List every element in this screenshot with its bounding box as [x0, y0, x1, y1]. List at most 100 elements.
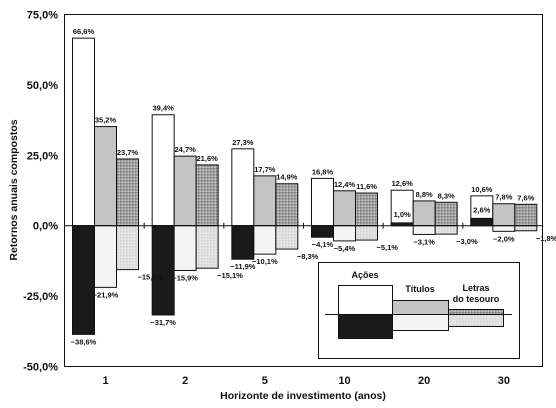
data-label-acoes-min: −11,9% — [230, 262, 256, 271]
data-label-acoes-max: 12,6% — [392, 179, 414, 188]
legend-acoes-max-swatch — [338, 285, 393, 315]
bar-titulos-max — [253, 175, 277, 227]
data-label-letras-max: 14,9% — [276, 173, 298, 182]
bar-titulos-min — [412, 225, 436, 235]
bar-letras-min — [514, 225, 538, 232]
bar-titulos-min — [173, 225, 197, 271]
data-label-titulos-max: 12,4% — [334, 180, 356, 189]
data-label-letras-max: 7,6% — [517, 193, 534, 202]
y-tick-label: 50,0% — [27, 80, 58, 92]
data-labels-layer: 66,6% −38,6% 35,2% −21,9% 23,7% −15,6% 39,4% −3… — [71, 27, 556, 346]
data-label-acoes-min: −4,1% — [312, 240, 334, 249]
y-tick-label: -50,0% — [23, 362, 58, 374]
legend-label-letras-line1: Letras — [462, 283, 489, 293]
data-label-titulos-min: −15,9% — [172, 273, 198, 282]
x-tick-label: 5 — [262, 375, 268, 387]
y-tick-label: 75,0% — [27, 10, 58, 22]
data-label-titulos-max: 35,2% — [95, 116, 117, 125]
bar-letras-min — [116, 225, 139, 271]
y-tick-label: -25,0% — [23, 291, 58, 303]
x-tick-label: 2 — [182, 375, 188, 387]
data-label-letras-min: −5,1% — [377, 243, 399, 252]
data-label-titulos-max: 7,8% — [495, 193, 512, 202]
data-label-letras-min: −15,6% — [138, 273, 164, 282]
data-label-titulos-max: 8,8% — [416, 190, 433, 199]
bar-acoes-min — [72, 225, 95, 335]
zero-line-layer — [64, 222, 543, 229]
legend-label-letras-line2: do tesouro — [453, 294, 500, 304]
data-label-acoes-min: 2,6% — [473, 205, 490, 214]
data-label-letras-max: 21,6% — [197, 154, 219, 163]
x-ticks-layer: 1 2 5 10 20 30 — [102, 375, 510, 387]
data-label-titulos-min: −5,4% — [334, 244, 356, 253]
y-axis-title: Retornos anuais compostos — [8, 119, 20, 260]
data-label-acoes-min: 1,0% — [394, 210, 411, 219]
data-label-titulos-min: −21,9% — [93, 290, 119, 299]
plot-frame — [64, 14, 543, 367]
x-tick-label: 1 — [102, 375, 108, 387]
legend-acoes-min-swatch — [338, 314, 393, 339]
bar-letras-max — [195, 164, 219, 227]
legend-letras-min-swatch — [448, 314, 504, 327]
bar-letras-max — [116, 158, 139, 227]
bar-titulos-max — [412, 200, 436, 227]
bar-acoes-max — [231, 148, 255, 227]
y-ticks-layer: 75,0% 50,0% 25,0% 0,0% -25,0% -50,0% — [23, 10, 58, 374]
bar-titulos-max — [94, 126, 117, 227]
data-label-acoes-max: 10,6% — [471, 185, 493, 194]
legend-label-titulos: Títulos — [405, 284, 435, 294]
bar-titulos-max — [492, 203, 516, 227]
data-label-titulos-max: 24,7% — [175, 145, 197, 154]
x-axis-title: Horizonte de investimento (anos) — [220, 390, 386, 402]
data-label-letras-max: 23,7% — [117, 148, 139, 157]
data-label-letras-min: −3,0% — [456, 237, 478, 246]
bar-letras-min — [195, 225, 219, 269]
data-label-letras-min: −15,1% — [217, 271, 243, 280]
y-tick-label: 25,0% — [27, 150, 58, 162]
bar-acoes-max — [390, 189, 414, 227]
data-label-letras-max: 8,3% — [438, 191, 455, 200]
data-label-titulos-min: −3,1% — [413, 237, 435, 246]
bars-layer — [72, 37, 538, 335]
bar-acoes-min — [311, 225, 334, 238]
bar-letras-max — [355, 192, 378, 227]
legend-titulos-max-swatch — [392, 300, 449, 315]
data-label-acoes-min: −31,7% — [150, 318, 176, 327]
bar-titulos-max — [333, 190, 356, 227]
data-label-titulos-min: −10,1% — [252, 257, 278, 266]
bar-letras-max — [434, 201, 458, 227]
data-label-titulos-min: −2,0% — [493, 234, 515, 243]
legend-letras-max-swatch — [448, 309, 504, 315]
bar-acoes-min — [151, 225, 175, 316]
bar-titulos-min — [94, 225, 117, 288]
bar-letras-min — [434, 225, 458, 235]
bar-titulos-max — [173, 155, 197, 227]
y-tick-label: 0,0% — [33, 221, 58, 233]
data-label-letras-min: −1,8% — [536, 234, 556, 243]
x-tick-label: 10 — [338, 375, 350, 387]
bar-acoes-min — [231, 225, 255, 260]
data-label-titulos-max: 17,7% — [254, 165, 276, 174]
legend-label-acoes: Ações — [351, 270, 378, 280]
bar-acoes-max — [311, 177, 334, 227]
data-label-letras-min: −8,3% — [297, 252, 319, 261]
bar-letras-max — [275, 183, 299, 227]
data-label-acoes-max: 39,4% — [153, 104, 175, 113]
bar-acoes-max — [72, 37, 95, 227]
data-label-letras-max: 11,6% — [356, 182, 377, 191]
bar-titulos-min — [492, 225, 516, 232]
x-tick-label: 30 — [498, 375, 510, 387]
x-tick-label: 20 — [418, 375, 430, 387]
legend: Ações Títulos Letras do tesouro — [318, 262, 520, 359]
bar-letras-max — [514, 203, 538, 227]
bar-acoes-min — [470, 217, 494, 227]
bar-titulos-min — [253, 225, 277, 255]
data-label-acoes-max: 16,8% — [312, 167, 334, 176]
data-label-acoes-max: 27,3% — [232, 138, 254, 147]
bar-letras-min — [275, 225, 299, 250]
bar-letras-min — [355, 225, 378, 241]
legend-titulos-min-swatch — [392, 314, 449, 331]
data-label-acoes-max: 66,6% — [73, 27, 95, 36]
bar-acoes-max — [151, 114, 175, 227]
